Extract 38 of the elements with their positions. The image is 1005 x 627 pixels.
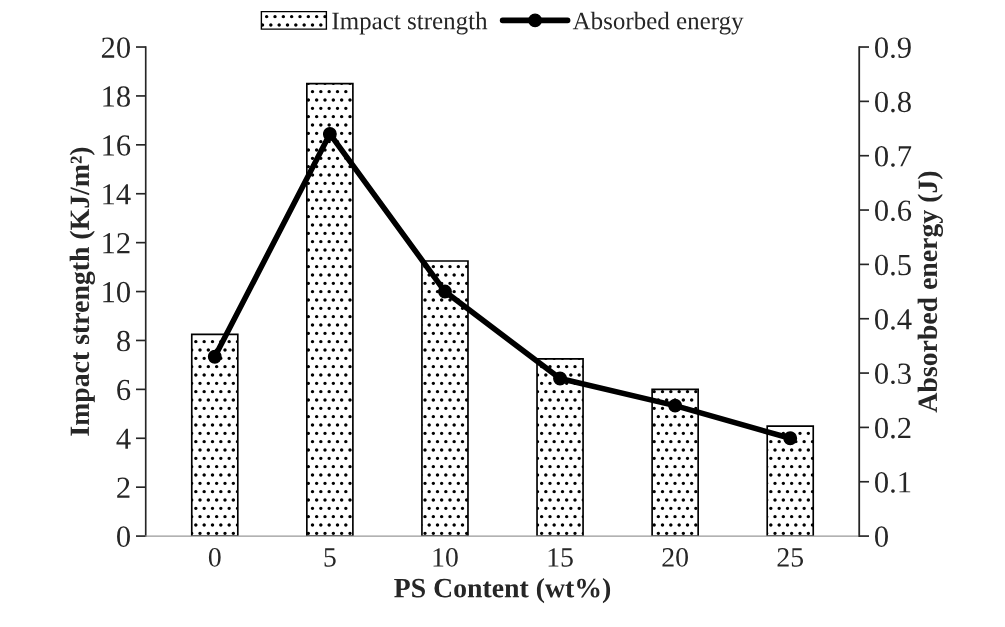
y-tick-label: 2 (117, 477, 130, 498)
y-tick-label: 14 (103, 184, 131, 205)
x-axis-title: PS Content (wt%) (394, 577, 611, 604)
y-tick-label: 6 (117, 379, 131, 401)
x-tick-label: 20 (662, 548, 688, 567)
y2-tick-label: 0.9 (875, 37, 911, 59)
point (553, 371, 567, 386)
y2-tick-label: 0.4 (875, 309, 912, 330)
point (438, 284, 452, 299)
x-tick-label: 5 (324, 548, 336, 567)
point (668, 398, 683, 413)
y2-tick-label: 0.2 (875, 417, 911, 439)
y2-tick-label: 0.3 (875, 363, 911, 385)
y2-tick-label: 0.1 (875, 472, 911, 493)
x-tick-label: 15 (548, 548, 573, 567)
y2-axis-title: Absorbed energy (J) (917, 171, 944, 413)
y2-tick-label: 0.7 (875, 145, 912, 167)
y-tick-label: 18 (103, 86, 130, 107)
point (783, 431, 798, 446)
y-tick-label: 16 (103, 135, 131, 156)
y2-tick-label: 0 (875, 526, 888, 547)
legend-label: Impact strength (332, 11, 488, 35)
legend-label: Absorbed energy (572, 11, 744, 35)
point (207, 349, 222, 364)
y-tick-label: 12 (103, 233, 130, 254)
y2-tick-label: 0.6 (875, 200, 912, 222)
y2-tick-label: 0.8 (875, 91, 911, 113)
y-axis-title: Impact strength (KJ/m²) (69, 147, 96, 436)
y-tick-label: 8 (117, 330, 130, 352)
y-tick-label: 4 (116, 428, 131, 449)
x-tick-label: 25 (777, 548, 804, 567)
x-tick-label: 10 (433, 548, 458, 567)
x-tick-label: 0 (208, 548, 221, 567)
y-tick-label: 10 (103, 281, 130, 303)
y-tick-label: 20 (101, 37, 130, 58)
point (322, 127, 337, 141)
y2-tick-label: 0.5 (875, 254, 911, 276)
y-tick-label: 0 (117, 526, 130, 547)
